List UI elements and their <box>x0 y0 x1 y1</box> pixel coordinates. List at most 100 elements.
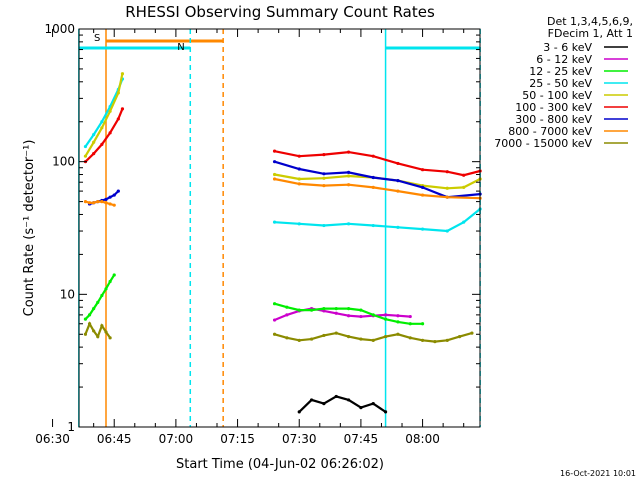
data-point <box>445 229 449 233</box>
data-point <box>396 314 400 318</box>
data-point <box>408 314 412 319</box>
data-point <box>322 309 326 313</box>
data-point <box>420 185 425 189</box>
data-point <box>92 201 96 205</box>
data-point <box>83 144 88 149</box>
data-point <box>346 398 351 402</box>
series-line <box>298 395 387 413</box>
data-point <box>116 117 120 121</box>
data-point <box>83 332 88 336</box>
data-point <box>322 333 326 338</box>
data-point <box>297 154 301 158</box>
data-point <box>104 330 108 334</box>
series-group <box>83 177 482 207</box>
data-point <box>445 186 449 190</box>
data-point <box>100 324 104 328</box>
data-point <box>272 332 277 336</box>
data-point <box>420 227 425 231</box>
data-point <box>334 331 338 335</box>
data-point <box>83 317 88 321</box>
series-line <box>84 108 124 163</box>
data-point <box>96 200 100 204</box>
data-point <box>445 195 449 199</box>
data-point <box>297 182 301 186</box>
data-point <box>322 153 326 157</box>
data-point <box>297 222 301 226</box>
data-point <box>371 223 375 228</box>
data-point <box>371 402 375 406</box>
series-group <box>83 273 425 326</box>
data-point <box>100 120 104 124</box>
data-point <box>108 202 112 206</box>
data-point <box>420 338 425 342</box>
data-point <box>346 222 351 226</box>
data-point <box>309 308 314 312</box>
data-point <box>396 189 400 193</box>
x-tick-label: 07:45 <box>344 432 379 446</box>
data-point <box>346 335 351 339</box>
data-point <box>420 193 425 197</box>
data-point <box>272 172 277 177</box>
data-point <box>112 193 116 197</box>
data-point <box>272 177 277 181</box>
data-point <box>396 178 400 183</box>
data-point <box>396 320 400 324</box>
data-point <box>383 410 388 414</box>
data-point <box>272 318 277 322</box>
data-point <box>334 307 338 311</box>
x-axis-label: Start Time (04-Jun-02 06:26:02) <box>176 457 384 472</box>
data-point <box>100 200 104 204</box>
data-point <box>322 172 326 176</box>
legend-entry-label: 7000 - 15000 keV <box>494 137 592 150</box>
data-point <box>297 410 301 414</box>
x-tick-label: 06:45 <box>97 432 132 446</box>
legend-entry-label: 25 - 50 keV <box>529 77 592 90</box>
data-point <box>346 170 351 175</box>
data-point <box>285 305 289 309</box>
data-point <box>371 338 375 342</box>
data-point <box>120 72 125 76</box>
data-point <box>371 154 375 158</box>
x-tick-label: 07:15 <box>220 432 255 446</box>
data-point <box>346 183 351 187</box>
data-point <box>87 313 92 317</box>
data-point <box>309 337 314 341</box>
data-point <box>322 307 326 311</box>
data-point <box>445 338 449 342</box>
legend-entry-label: 3 - 6 keV <box>543 41 592 54</box>
data-point <box>297 338 301 342</box>
data-point <box>383 335 388 339</box>
data-point <box>396 161 400 166</box>
data-point <box>108 195 112 199</box>
data-point <box>92 307 96 311</box>
data-point <box>112 203 116 207</box>
data-point <box>322 402 326 406</box>
legend: Det 1,3,4,5,6,9, FDecim 1, Att 1 3 - 6 k… <box>494 15 633 150</box>
data-point <box>322 223 326 228</box>
data-point <box>108 109 112 113</box>
data-point <box>108 131 112 135</box>
data-point <box>272 160 277 164</box>
y-tick-label: 100 <box>52 155 75 169</box>
legend-entry-label: 12 - 25 keV <box>529 65 592 78</box>
data-point <box>116 189 120 193</box>
data-point <box>322 176 326 180</box>
data-point <box>359 406 363 410</box>
series-line <box>84 73 124 157</box>
timestamp: 16-Oct-2021 10:01 <box>560 469 636 478</box>
data-point <box>108 336 112 340</box>
data-point <box>322 184 326 188</box>
series-line <box>274 150 481 177</box>
plot-frame <box>78 28 481 428</box>
data-point <box>309 398 314 402</box>
data-point <box>108 279 112 284</box>
data-point <box>96 300 100 304</box>
legend-entry-label: 6 - 12 keV <box>536 53 592 66</box>
legend-entry-label: 50 - 100 keV <box>522 89 592 102</box>
data-point <box>346 307 351 311</box>
x-tick-label: 06:30 <box>35 432 70 446</box>
data-point <box>272 220 277 224</box>
data-point <box>104 201 108 205</box>
data-point <box>346 314 351 318</box>
data-point <box>104 197 108 201</box>
